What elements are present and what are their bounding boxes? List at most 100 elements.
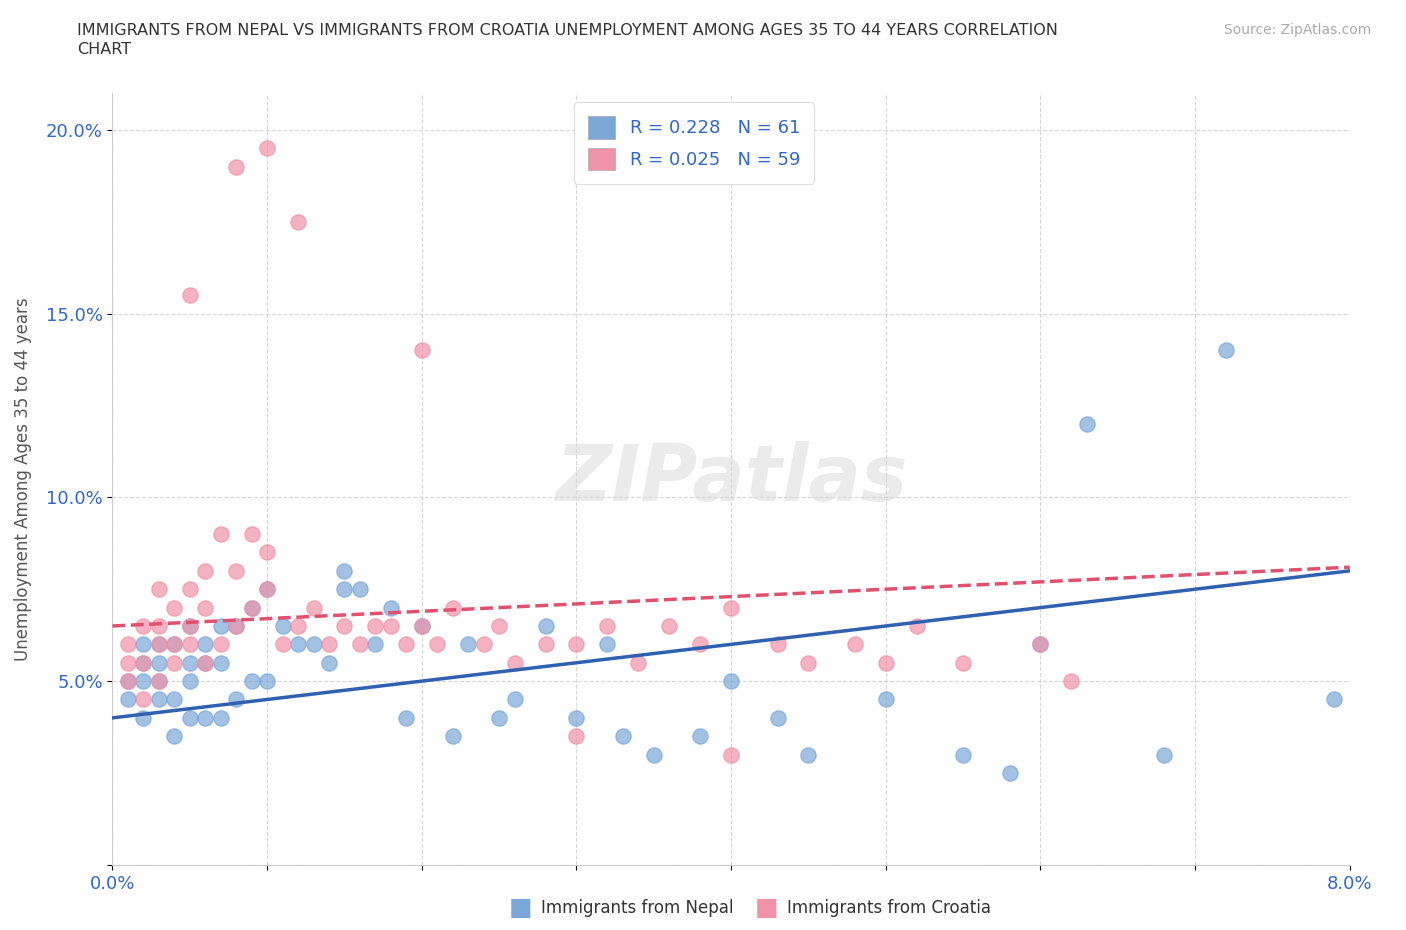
Point (349, 637, 371, 652)
Point (565, 711, 588, 725)
Point (333, 582, 356, 597)
Point (163, 600, 186, 615)
Point (395, 711, 418, 725)
Point (209, 711, 232, 725)
Point (349, 582, 371, 597)
Point (179, 711, 201, 725)
Point (797, 747, 820, 762)
Point (364, 618, 387, 633)
Point (163, 637, 186, 652)
Point (720, 747, 742, 762)
Point (179, 673, 201, 688)
Point (998, 765, 1021, 780)
Point (240, 600, 263, 615)
Point (179, 582, 201, 597)
Point (209, 656, 232, 671)
Point (797, 656, 820, 671)
Point (132, 618, 155, 633)
Point (163, 692, 186, 707)
Point (565, 637, 588, 652)
Point (1060, 673, 1083, 688)
Point (441, 729, 464, 744)
Point (1029, 637, 1052, 652)
Point (766, 711, 789, 725)
Point (380, 600, 402, 615)
Point (411, 343, 433, 358)
Point (318, 637, 340, 652)
Point (163, 637, 186, 652)
Point (240, 673, 263, 688)
Point (163, 656, 186, 671)
Point (240, 600, 263, 615)
Point (411, 618, 433, 633)
Point (148, 673, 170, 688)
Point (209, 618, 232, 633)
Point (302, 600, 325, 615)
Point (148, 618, 170, 633)
Point (720, 600, 742, 615)
Point (225, 564, 247, 578)
Point (132, 656, 155, 671)
Point (596, 618, 619, 633)
Point (163, 729, 186, 744)
Point (225, 692, 247, 707)
Point (179, 287, 201, 302)
Point (1029, 637, 1052, 652)
Point (689, 637, 711, 652)
Point (132, 656, 155, 671)
Point (148, 582, 170, 597)
Point (148, 692, 170, 707)
Point (503, 656, 526, 671)
Y-axis label: Unemployment Among Ages 35 to 44 years: Unemployment Among Ages 35 to 44 years (14, 298, 32, 660)
Point (720, 673, 742, 688)
Text: ■: ■ (509, 896, 531, 920)
Point (179, 656, 201, 671)
Point (875, 656, 897, 671)
Point (905, 618, 928, 633)
Point (658, 618, 681, 633)
Point (132, 673, 155, 688)
Point (240, 526, 263, 541)
Point (256, 545, 278, 560)
Point (503, 692, 526, 707)
Point (426, 637, 449, 652)
Point (117, 673, 139, 688)
Point (194, 711, 217, 725)
Point (287, 214, 309, 229)
Point (148, 673, 170, 688)
Point (364, 637, 387, 652)
Point (179, 637, 201, 652)
Point (132, 692, 155, 707)
Point (395, 637, 418, 652)
Point (534, 637, 557, 652)
Point (875, 692, 897, 707)
Point (488, 618, 510, 633)
Text: ■: ■ (755, 896, 778, 920)
Point (318, 656, 340, 671)
Point (287, 618, 309, 633)
Text: Immigrants from Croatia: Immigrants from Croatia (787, 898, 991, 917)
Point (256, 582, 278, 597)
Point (302, 637, 325, 652)
Point (194, 656, 217, 671)
Point (194, 637, 217, 652)
Point (225, 618, 247, 633)
Point (194, 656, 217, 671)
Point (117, 692, 139, 707)
Point (1215, 343, 1237, 358)
Point (565, 729, 588, 744)
Point (952, 747, 974, 762)
Point (179, 618, 201, 633)
Point (287, 637, 309, 652)
Text: IMMIGRANTS FROM NEPAL VS IMMIGRANTS FROM CROATIA UNEMPLOYMENT AMONG AGES 35 TO 4: IMMIGRANTS FROM NEPAL VS IMMIGRANTS FROM… (77, 23, 1059, 38)
Point (148, 637, 170, 652)
Point (441, 600, 464, 615)
Point (132, 711, 155, 725)
Point (333, 564, 356, 578)
Point (256, 582, 278, 597)
Point (333, 618, 356, 633)
Point (225, 159, 247, 174)
Point (209, 637, 232, 652)
Point (117, 673, 139, 688)
Point (194, 564, 217, 578)
